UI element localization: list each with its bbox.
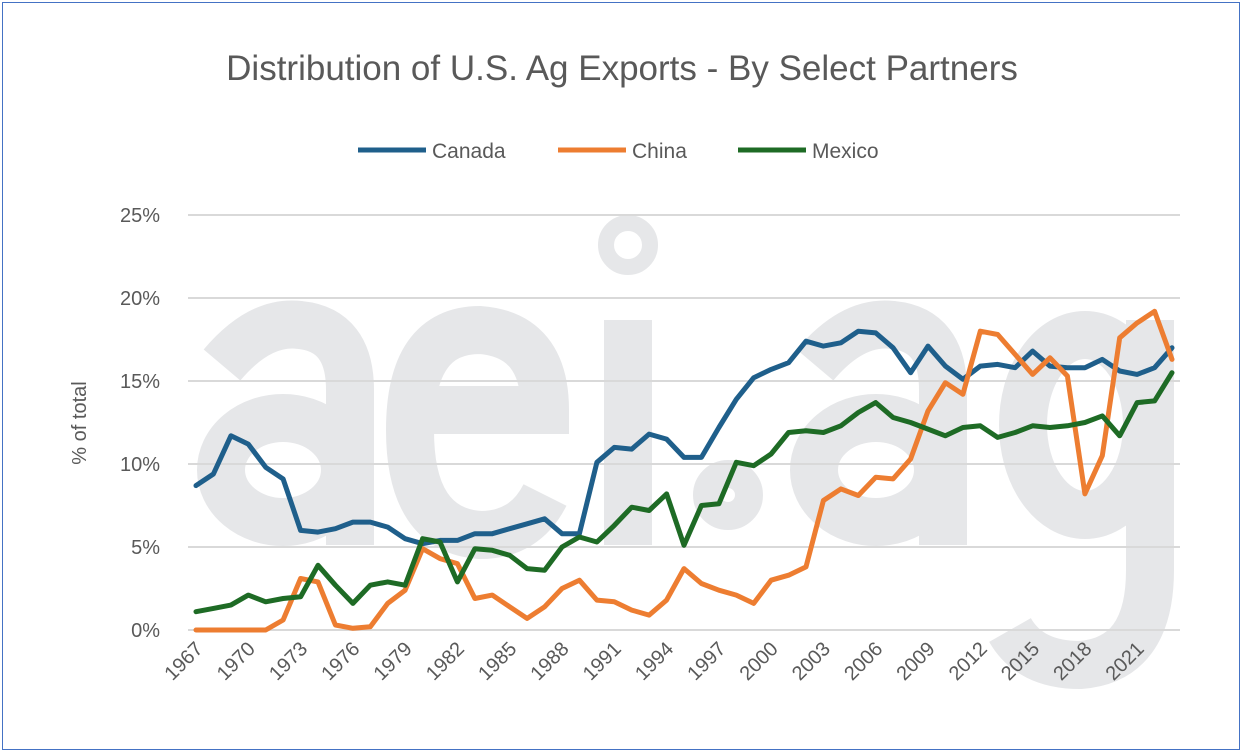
y-tick-label: 25%	[120, 205, 160, 227]
series-line-canada	[193, 328, 1175, 547]
x-tick-label: 1994	[631, 638, 678, 685]
y-tick-label: 20%	[120, 288, 160, 310]
watermark-letter-e	[385, 305, 570, 560]
legend-item-mexico[interactable]: Mexico	[738, 140, 879, 163]
x-tick-label: 2009	[893, 638, 940, 685]
series-line-mexico	[193, 370, 1175, 615]
y-tick-label: 5%	[131, 537, 160, 559]
legend-label: China	[632, 140, 687, 163]
y-tick-label: 10%	[120, 454, 160, 476]
x-tick-label: 2000	[736, 638, 783, 685]
legend-label: Canada	[432, 140, 506, 163]
x-tick-label: 2012	[945, 638, 992, 685]
x-tick-label: 1973	[265, 638, 312, 685]
y-axis-label: % of total	[69, 381, 91, 464]
x-tick-label: 1982	[422, 638, 469, 685]
x-tick-label: 1985	[474, 638, 521, 685]
x-tick-label: 2003	[788, 638, 835, 685]
series-line-china	[193, 308, 1175, 633]
x-tick-label: 1991	[579, 638, 626, 685]
x-tick-label: 1979	[370, 638, 417, 685]
watermark-letter-g	[989, 311, 1174, 690]
x-tick-label: 1976	[317, 638, 364, 685]
x-tick-label: 1988	[527, 638, 574, 685]
watermark-logo	[197, 215, 1174, 690]
y-axis-ticks: 0% 5% 10% 15% 20% 25%	[120, 205, 160, 642]
chart-title: Distribution of U.S. Ag Exports - By Sel…	[226, 49, 1018, 88]
series-lines	[193, 308, 1175, 633]
legend-item-china[interactable]: China	[558, 140, 687, 163]
legend[interactable]: Canada China Mexico	[358, 140, 879, 163]
x-tick-label: 2006	[840, 638, 887, 685]
legend-item-canada[interactable]: Canada	[358, 140, 506, 163]
watermark-letter-a	[197, 300, 374, 546]
watermark-letter-i	[598, 215, 658, 545]
legend-label: Mexico	[812, 140, 879, 163]
watermark-letter-a2	[790, 300, 967, 546]
y-tick-label: 15%	[120, 371, 160, 393]
y-tick-label: 0%	[131, 620, 160, 642]
x-tick-label: 1997	[683, 638, 730, 685]
x-tick-label: 1967	[161, 638, 208, 685]
x-tick-label: 1970	[213, 638, 260, 685]
